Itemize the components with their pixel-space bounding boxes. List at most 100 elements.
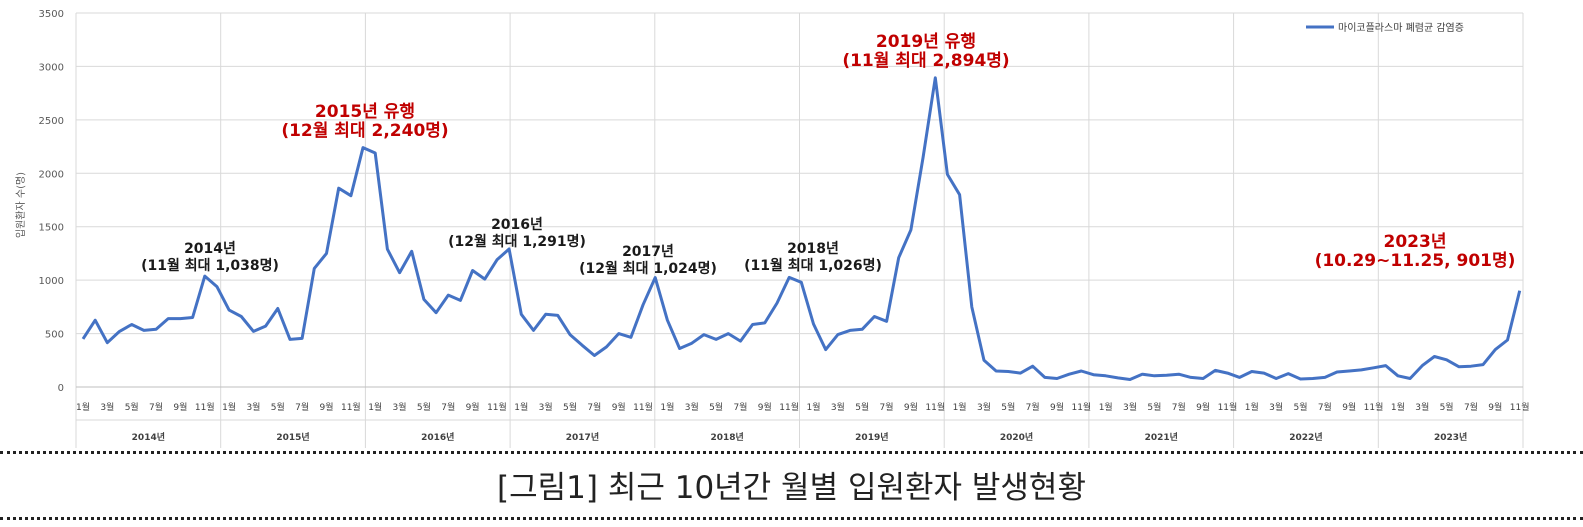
x-tick-label: 7월 bbox=[1172, 401, 1186, 413]
x-year-label: 2014년 bbox=[132, 431, 165, 443]
x-tick-label: 3월 bbox=[246, 401, 260, 413]
annotation-label: (10.29~11.25, 901명) bbox=[1315, 251, 1516, 271]
series-line-path bbox=[81, 76, 1522, 381]
x-tick-label: 1월 bbox=[368, 401, 382, 413]
x-tick-label: 5월 bbox=[271, 401, 285, 413]
x-tick-label: 3월 bbox=[685, 401, 699, 413]
x-year-label: 2017년 bbox=[566, 431, 599, 443]
x-tick-label: 11월 bbox=[779, 401, 799, 413]
x-year-label: 2015년 bbox=[276, 431, 309, 443]
x-tick-label: 3월 bbox=[393, 401, 407, 413]
bottom-divider bbox=[0, 517, 1583, 520]
x-tick-label: 7월 bbox=[733, 401, 747, 413]
x-tick-label: 5월 bbox=[417, 401, 431, 413]
x-year-label: 2016년 bbox=[421, 431, 454, 443]
x-tick-label: 9월 bbox=[173, 401, 187, 413]
figure-caption: [그림1] 최근 10년간 월별 입원환자 발생현황 bbox=[497, 470, 1086, 506]
annotation-label: 2017년 bbox=[622, 244, 674, 260]
x-tick-label: 7월 bbox=[587, 401, 601, 413]
x-tick-label: 1월 bbox=[76, 401, 90, 413]
x-tick-label: 7월 bbox=[1464, 401, 1478, 413]
x-tick-label: 11월 bbox=[1510, 401, 1530, 413]
annotation-label: (11월 최대 1,026명) bbox=[744, 257, 882, 274]
x-tick-label: 1월 bbox=[806, 401, 820, 413]
x-tick-label: 9월 bbox=[612, 401, 626, 413]
y-axis-label: 입원환자 수(명) bbox=[14, 172, 27, 238]
legend-label: 마이코플라스마 폐렴균 감염증 bbox=[1338, 21, 1464, 34]
y-tick-label: 2500 bbox=[39, 116, 64, 127]
x-tick-label: 11월 bbox=[1071, 401, 1091, 413]
x-tick-label: 9월 bbox=[1488, 401, 1502, 413]
x-tick-label: 5월 bbox=[1147, 401, 1161, 413]
x-tick-label: 11월 bbox=[633, 401, 653, 413]
x-year-label: 2022년 bbox=[1289, 431, 1322, 443]
x-tick-label: 1월 bbox=[1245, 401, 1259, 413]
x-tick-label: 5월 bbox=[563, 401, 577, 413]
annotation-label: 2014년 bbox=[184, 241, 236, 257]
x-year-label: 2021년 bbox=[1145, 431, 1178, 443]
y-tick-label: 2000 bbox=[39, 169, 64, 180]
x-tick-label: 11월 bbox=[925, 401, 945, 413]
y-tick-label: 0 bbox=[58, 383, 64, 394]
x-tick-label: 7월 bbox=[149, 401, 163, 413]
x-tick-label: 5월 bbox=[1440, 401, 1454, 413]
x-tick-label: 1월 bbox=[1099, 401, 1113, 413]
x-tick-label: 5월 bbox=[1001, 401, 1015, 413]
y-tick-label: 3000 bbox=[39, 62, 64, 73]
x-tick-label: 7월 bbox=[441, 401, 455, 413]
annotation-label: 2016년 bbox=[491, 217, 543, 233]
x-year-label: 2023년 bbox=[1434, 431, 1467, 443]
x-tick-label: 3월 bbox=[1123, 401, 1137, 413]
annotation-label: 2023년 bbox=[1384, 232, 1447, 252]
x-tick-label: 11월 bbox=[1218, 401, 1238, 413]
x-tick-label: 1월 bbox=[953, 401, 967, 413]
y-tick-label: 3500 bbox=[39, 9, 64, 20]
x-tick-label: 7월 bbox=[1026, 401, 1040, 413]
x-tick-label: 7월 bbox=[880, 401, 894, 413]
annotation-label: (12월 최대 1,291명) bbox=[448, 233, 586, 250]
y-axis-ticks: 0 500 1000 1500 2000 2500 3000 3500 bbox=[39, 9, 64, 394]
x-tick-label: 3월 bbox=[1269, 401, 1283, 413]
x-tick-label: 11월 bbox=[1364, 401, 1384, 413]
x-tick-label: 1월 bbox=[1391, 401, 1405, 413]
annotation-label: (11월 최대 1,038명) bbox=[141, 257, 279, 274]
x-tick-label: 7월 bbox=[1318, 401, 1332, 413]
x-tick-label: 9월 bbox=[466, 401, 480, 413]
x-tick-label: 9월 bbox=[758, 401, 772, 413]
series-line bbox=[81, 76, 1522, 381]
y-tick-label: 500 bbox=[45, 330, 64, 341]
x-tick-label: 1월 bbox=[514, 401, 528, 413]
legend: 마이코플라스마 폐렴균 감염증 bbox=[1306, 21, 1464, 34]
x-tick-label: 9월 bbox=[1342, 401, 1356, 413]
annotations: 2014년(11월 최대 1,038명) 2015년 유행(12월 최대 2,24… bbox=[141, 32, 1515, 277]
y-tick-label: 1000 bbox=[39, 276, 64, 287]
annotation-label: 2015년 유행 bbox=[315, 102, 415, 122]
x-tick-label: 3월 bbox=[100, 401, 114, 413]
x-tick-label: 5월 bbox=[855, 401, 869, 413]
x-tick-label: 11월 bbox=[487, 401, 507, 413]
x-tick-label: 9월 bbox=[1050, 401, 1064, 413]
x-tick-label: 3월 bbox=[1415, 401, 1429, 413]
x-tick-label: 5월 bbox=[1293, 401, 1307, 413]
top-divider bbox=[0, 451, 1583, 454]
x-tick-label: 1월 bbox=[660, 401, 674, 413]
x-tick-label: 11월 bbox=[341, 401, 361, 413]
x-tick-label: 9월 bbox=[1196, 401, 1210, 413]
x-tick-label: 3월 bbox=[539, 401, 553, 413]
x-tick-label: 3월 bbox=[831, 401, 845, 413]
x-year-label: 2019년 bbox=[855, 431, 888, 443]
x-tick-label: 5월 bbox=[709, 401, 723, 413]
x-tick-label: 5월 bbox=[125, 401, 139, 413]
annotation-label: (12월 최대 1,024명) bbox=[579, 260, 717, 277]
x-year-label: 2018년 bbox=[710, 431, 743, 443]
x-tick-label: 7월 bbox=[295, 401, 309, 413]
x-year-label: 2020년 bbox=[1000, 431, 1033, 443]
x-axis: 1월 3월 5월 7월 9월 11월 1월 3월 5월 7월 9월 11월 1월 3월 5월 7월 9월 11월 1… bbox=[76, 386, 1530, 443]
x-tick-label: 1월 bbox=[222, 401, 236, 413]
line-chart: 0 500 1000 1500 2000 2500 3000 3500 입원환자 수(명) 1… bbox=[14, 9, 1530, 448]
x-tick-label: 9월 bbox=[319, 401, 333, 413]
annotation-label: (12월 최대 2,240명) bbox=[281, 121, 448, 141]
annotation-label: 2018년 bbox=[787, 241, 839, 257]
x-tick-label: 3월 bbox=[977, 401, 991, 413]
x-tick-label: 9월 bbox=[904, 401, 918, 413]
